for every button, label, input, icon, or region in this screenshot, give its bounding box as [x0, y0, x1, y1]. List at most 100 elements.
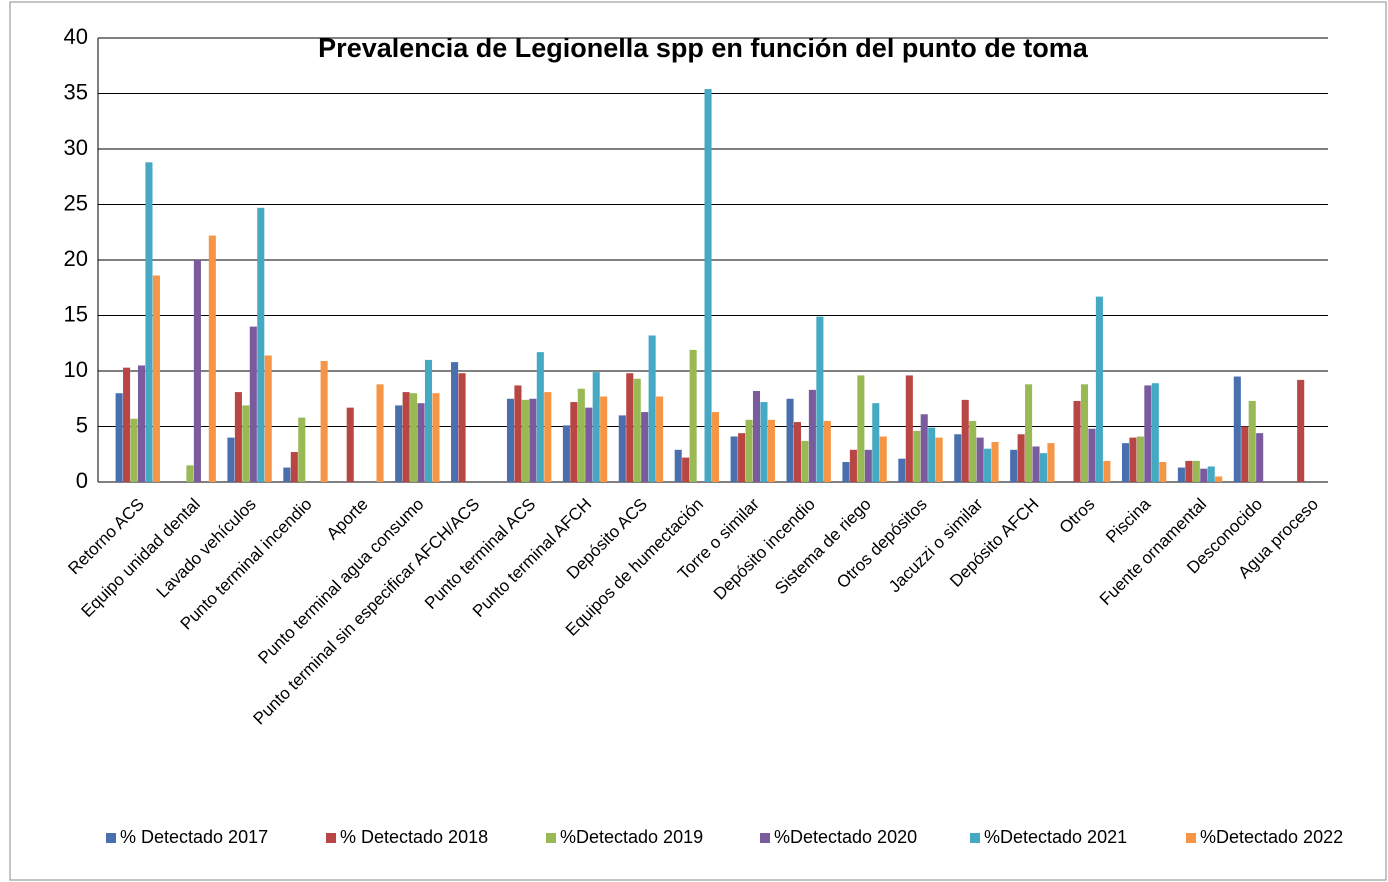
bar — [346, 407, 354, 482]
bar — [961, 399, 969, 482]
bar — [376, 384, 384, 482]
bar — [1200, 468, 1208, 482]
bar — [1215, 476, 1223, 482]
bar — [935, 437, 943, 482]
bar — [1088, 428, 1096, 482]
bar — [249, 326, 257, 482]
bar — [1297, 379, 1305, 482]
bar — [570, 402, 578, 482]
bar — [1151, 383, 1159, 482]
bar — [600, 396, 608, 482]
bar — [1025, 384, 1033, 482]
bar — [969, 420, 977, 482]
bar — [711, 412, 720, 482]
bar — [320, 361, 328, 482]
bar — [898, 458, 906, 482]
bar — [298, 417, 306, 482]
bar — [424, 359, 433, 482]
bar — [801, 440, 809, 482]
bar — [264, 355, 272, 482]
bar — [137, 365, 146, 482]
bar — [186, 465, 194, 482]
bar — [1241, 426, 1249, 482]
bar — [227, 437, 235, 482]
bar — [1080, 384, 1089, 482]
bar — [115, 393, 123, 482]
bar — [130, 418, 138, 482]
bar — [562, 425, 570, 482]
legend-label: % Detectado 2017 — [120, 827, 268, 847]
bar — [283, 467, 291, 482]
legend-swatch — [326, 833, 336, 843]
bar — [208, 235, 216, 482]
bar — [823, 420, 831, 482]
bar — [1017, 434, 1025, 482]
bar — [793, 422, 802, 482]
bar — [536, 352, 544, 482]
bar — [193, 260, 201, 482]
bar — [1032, 446, 1040, 482]
y-tick-label: 30 — [64, 135, 88, 160]
y-tick-label: 10 — [64, 357, 88, 382]
bar — [234, 392, 242, 482]
bar — [1047, 443, 1055, 482]
bar — [1103, 460, 1111, 482]
bar — [786, 398, 794, 482]
bar — [905, 375, 913, 482]
bar — [1207, 466, 1215, 482]
bar — [242, 405, 250, 482]
bar — [1144, 385, 1152, 482]
bar — [1010, 449, 1018, 482]
y-tick-label: 20 — [64, 246, 88, 271]
bar — [1136, 436, 1144, 482]
bar — [1248, 400, 1256, 482]
legend-swatch — [546, 833, 556, 843]
bar — [842, 462, 850, 482]
legend-swatch — [760, 833, 770, 843]
bar — [816, 316, 824, 482]
bar — [633, 378, 641, 482]
legend-swatch — [106, 833, 116, 843]
bar — [577, 388, 585, 482]
bar — [913, 430, 921, 482]
bar — [920, 414, 928, 482]
bar — [290, 452, 298, 482]
bar — [257, 207, 265, 482]
bar — [521, 399, 529, 482]
y-tick-label: 0 — [76, 468, 88, 493]
bar — [689, 349, 697, 482]
legend-swatch — [970, 833, 980, 843]
bar — [991, 442, 999, 482]
legend-label: %Detectado 2019 — [560, 827, 703, 847]
bar — [458, 373, 466, 482]
bar — [402, 392, 410, 482]
bar — [879, 436, 887, 482]
y-tick-label: 15 — [64, 301, 88, 326]
bar — [618, 415, 626, 482]
legend-label: %Detectado 2022 — [1200, 827, 1343, 847]
bar — [1095, 296, 1103, 482]
bar — [1121, 443, 1130, 482]
bar — [145, 162, 153, 482]
bar — [506, 398, 515, 482]
bar — [1073, 400, 1081, 482]
legend-label: %Detectado 2021 — [984, 827, 1127, 847]
y-tick-label: 5 — [76, 412, 88, 437]
bar — [410, 393, 418, 482]
bar — [872, 403, 880, 482]
bar — [760, 402, 768, 482]
y-tick-label: 40 — [64, 24, 88, 49]
y-tick-label: 25 — [64, 190, 88, 215]
bar — [738, 433, 746, 482]
bar — [585, 407, 593, 482]
bar — [592, 372, 600, 482]
chart-frame — [9, 1, 1387, 881]
bar — [752, 390, 761, 482]
bar — [395, 405, 403, 482]
bar — [984, 448, 992, 482]
bar — [674, 449, 682, 482]
bar — [529, 398, 537, 482]
bar — [656, 396, 664, 482]
bar — [641, 412, 649, 482]
